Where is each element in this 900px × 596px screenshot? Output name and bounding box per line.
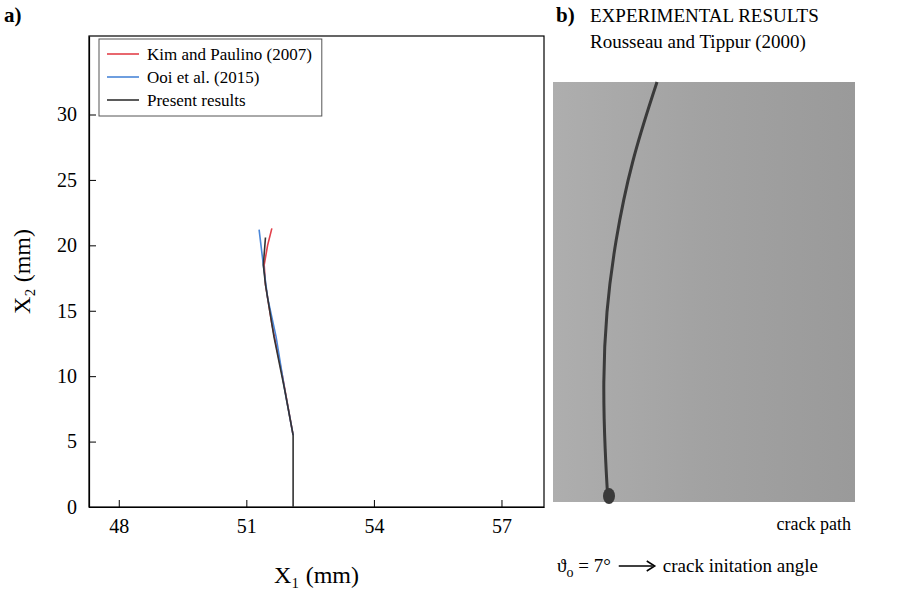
x-tick: 54 xyxy=(364,500,384,537)
figure: a) 48 51 54 57 0 5 10 15 20 25 30 X₁ (mm) X₂ (mm) Kim … xyxy=(0,0,900,596)
x-tick-mark xyxy=(119,500,120,507)
x-tick-mark xyxy=(501,500,502,507)
legend-swatch xyxy=(107,53,139,55)
x-tick-label: 57 xyxy=(492,515,512,537)
arrow-head xyxy=(647,561,655,571)
y-tick-label: 25 xyxy=(57,169,77,191)
y-axis-title: X₂ (mm) xyxy=(9,229,35,314)
y-tick-mark xyxy=(89,245,96,246)
y-tick: 15 xyxy=(57,300,96,322)
y-tick-mark xyxy=(89,115,96,116)
y-tick-label: 5 xyxy=(67,430,77,452)
x-tick-label: 54 xyxy=(364,515,384,537)
x-axis-title: X₁ (mm) xyxy=(274,562,359,588)
y-tick-label: 15 xyxy=(57,300,77,322)
y-tick-mark xyxy=(89,180,96,181)
panel-subtitle: Rousseau and Tippur (2000) xyxy=(590,31,806,53)
x-tick-mark xyxy=(246,500,247,507)
legend-label: Kim and Paulino (2007) xyxy=(147,45,312,64)
y-tick-mark xyxy=(89,376,96,377)
y-tick-label: 0 xyxy=(67,496,77,518)
x-tick-label: 48 xyxy=(109,515,129,537)
legend-label: Present results xyxy=(147,91,246,110)
x-tick: 57 xyxy=(492,500,512,537)
y-tick: 25 xyxy=(57,169,96,191)
y-tick: 20 xyxy=(57,234,96,256)
y-tick: 0 xyxy=(67,496,96,518)
data-line xyxy=(264,228,293,435)
y-tick-label: 30 xyxy=(57,103,77,125)
y-tick: 30 xyxy=(57,103,96,125)
legend-swatch xyxy=(107,76,139,78)
panel-label: a) xyxy=(4,3,22,27)
y-tick-mark xyxy=(89,442,96,443)
data-line xyxy=(263,237,293,507)
x-tick: 48 xyxy=(109,500,129,537)
x-axis: 48 51 54 57 xyxy=(90,500,545,537)
y-axis: 0 5 10 15 20 25 30 xyxy=(57,37,96,518)
angle-value: = 7° xyxy=(573,555,610,576)
x-axis-line xyxy=(90,507,545,508)
angle-note: crack initation angle xyxy=(663,555,818,576)
x-tick-mark xyxy=(374,500,375,507)
legend-label: Ooi et al. (2015) xyxy=(147,68,259,87)
experiment-photo xyxy=(553,82,855,502)
panel-title: EXPERIMENTAL RESULTS xyxy=(590,5,819,26)
plot-frame xyxy=(89,36,544,507)
angle-subscript: o xyxy=(566,565,573,580)
arrow-shaft xyxy=(619,565,653,567)
y-tick: 5 xyxy=(67,430,96,452)
y-tick-mark xyxy=(89,311,96,312)
y-axis-line xyxy=(89,37,90,508)
photo-caption: crack path xyxy=(777,514,851,534)
y-tick-label: 20 xyxy=(57,234,77,256)
x-tick-label: 51 xyxy=(237,515,257,537)
y-tick-label: 10 xyxy=(57,365,77,387)
x-tick: 51 xyxy=(237,500,257,537)
panel-label: b) xyxy=(556,3,575,27)
angle-label: ϑo = 7° xyxy=(557,555,611,580)
plot-lines xyxy=(259,228,293,507)
y-tick: 10 xyxy=(57,365,96,387)
legend-swatch xyxy=(107,99,139,101)
crack-drawing xyxy=(604,82,657,502)
legend: Kim and Paulino (2007) Ooi et al. (2015) P… xyxy=(99,39,322,116)
y-tick-mark xyxy=(89,507,96,508)
legend-box xyxy=(99,39,322,116)
crack-tip xyxy=(603,488,615,504)
